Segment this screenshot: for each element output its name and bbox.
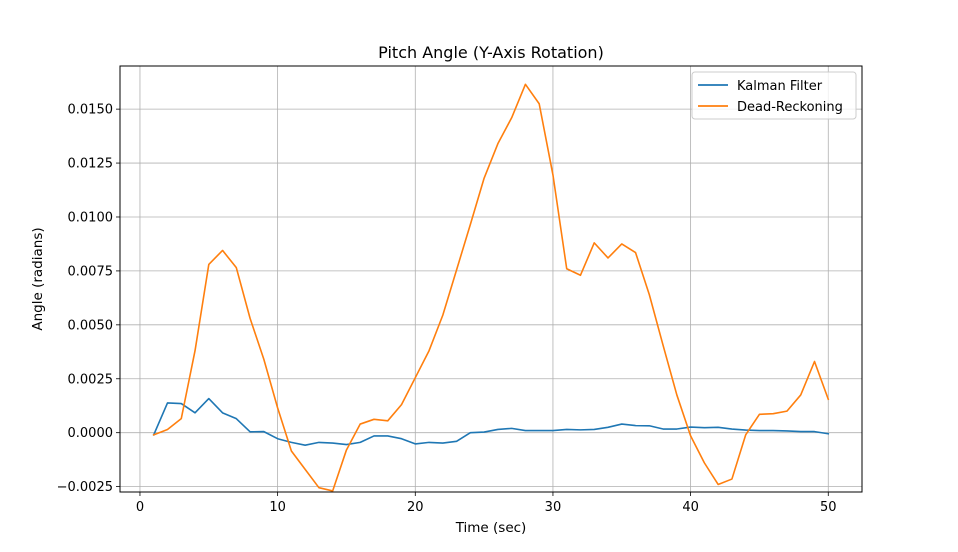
y-tick-label: 0.0025 [68,372,114,387]
series-lines [152,83,830,492]
x-tick-label: 40 [682,500,699,515]
legend-box [691,71,857,120]
x-tick-label: 30 [545,500,562,515]
legend-label-dead-reckoning: Dead-Reckoning [737,100,843,115]
grid-lines [120,66,862,492]
series-line-dead-reckoning [152,83,830,492]
y-tick-label: 0.0125 [68,157,114,172]
x-tick-label: 20 [407,500,424,515]
y-tick-label: −0.0025 [57,480,113,495]
y-axis-label: Angle (radians) [30,227,46,330]
series-line-kalman-filter [152,397,830,446]
legend-label-kalman: Kalman Filter [737,79,823,94]
y-tick-label: 0.0000 [68,426,114,441]
legend: Kalman Filter Dead-Reckoning [691,71,857,120]
x-tick-label: 10 [269,500,286,515]
y-tick-label: 0.0050 [68,318,114,333]
chart-title: Pitch Angle (Y-Axis Rotation) [378,43,604,62]
x-tick-label: 0 [136,500,144,515]
x-axis-label: Time (sec) [455,520,527,536]
x-tick-label: 50 [820,500,837,515]
y-tick-label: 0.0075 [68,264,114,279]
axis-ticks: 0 10 20 30 40 50 −0.0025 0.0000 0.0025 0.0050 0.00… [57,103,837,515]
plot-area-frame [119,65,863,493]
y-tick-label: 0.0150 [68,103,114,118]
y-tick-label: 0.0100 [68,210,114,225]
